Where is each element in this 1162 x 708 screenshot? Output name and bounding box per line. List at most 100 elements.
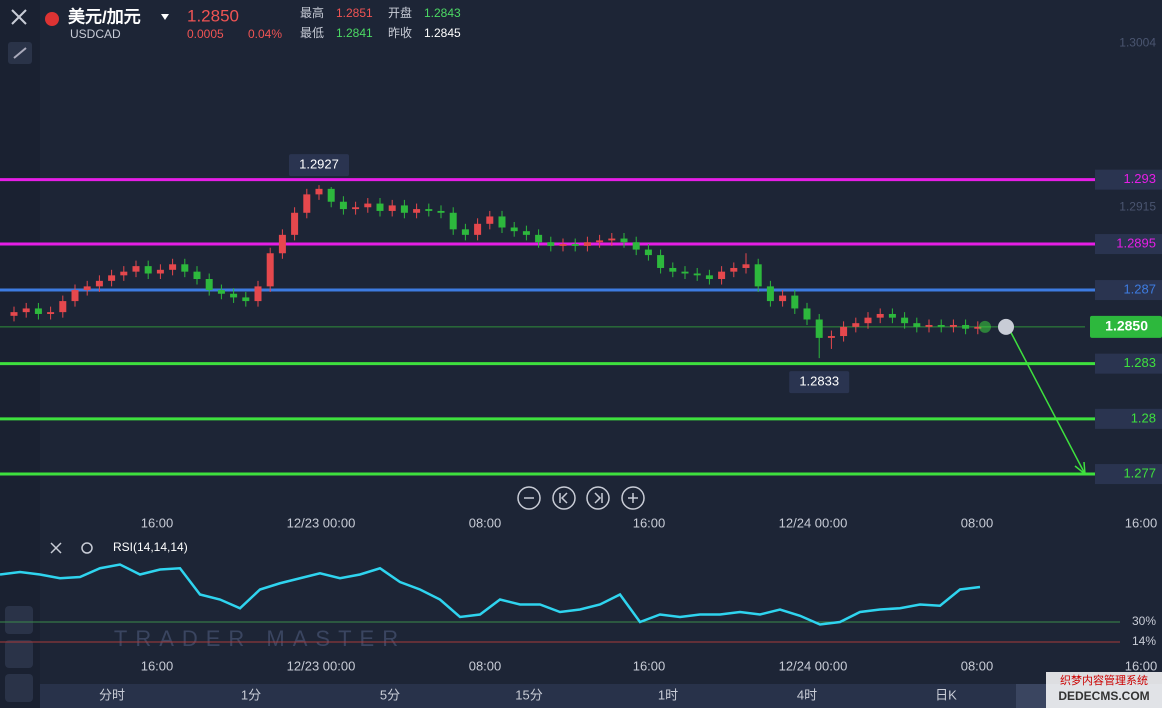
rsi-close[interactable] [50,542,62,554]
candle-body [949,325,957,327]
timeframe-tab[interactable]: 1分 [241,687,261,702]
candle-body [974,326,982,329]
prev[interactable] [552,486,576,510]
candle-body [925,325,933,327]
candle-body [217,290,225,294]
candle-body [156,269,164,274]
candle-body [230,293,238,298]
stat-label: 最低 [300,26,324,40]
x-tick-label: 12/24 00:00 [779,658,848,673]
timeframe-tab[interactable]: 15分 [515,687,542,702]
watermark-brand: TRADER MASTER [114,626,406,651]
candle-body [388,205,396,211]
candle-body [242,297,250,302]
x-tick-label: 08:00 [961,658,994,673]
y-tick-label: 1.3004 [1119,36,1156,50]
zoom-in[interactable] [621,486,645,510]
rsi-label: RSI(14,14,14) [113,540,188,554]
rsi-settings[interactable] [81,542,93,554]
timeframe-tab[interactable]: 分时 [99,687,125,702]
candle-body [803,308,811,320]
collapse-icon [13,47,27,59]
candle-body [888,313,896,318]
change: 0.0005 [187,27,224,41]
x-tick-label: 16:00 [633,515,666,530]
candle-body [962,325,970,329]
candle-body [913,323,921,327]
candle-body [10,312,18,316]
price-annotation-box [289,154,349,177]
symbol[interactable]: 美元/加元 [68,6,141,26]
dropdown-icon[interactable] [161,14,169,20]
x-tick-label: 12/24 00:00 [779,515,848,530]
candle-body [730,267,738,272]
candle-body [669,267,677,272]
candle-body [840,326,848,337]
candle-body [620,238,628,243]
candle-body [632,242,640,250]
candle-body [876,313,884,318]
watermark-site: 织梦内容管理系统 [1060,673,1148,687]
x-tick-label: 08:00 [961,515,994,530]
candle-body [291,212,299,235]
candle-body [864,317,872,324]
timeframe-tab[interactable]: 1时 [658,687,678,702]
x-tick-label: 08:00 [469,658,502,673]
candle-body [571,244,579,246]
candle-body [901,317,909,324]
x-tick-label: 16:00 [633,658,666,673]
x-tick-label: 12/23 00:00 [287,515,356,530]
candle-body [791,295,799,309]
zoom-out[interactable] [517,486,541,510]
candle-body [583,242,591,246]
candle-body [852,323,860,327]
draw-button[interactable] [5,640,33,668]
info-icon[interactable] [998,318,1014,335]
close-button[interactable] [11,9,27,25]
candle-body [425,209,433,211]
level-tag [1095,234,1162,255]
candle-body [108,275,116,281]
candle-body [278,234,286,254]
current-price-label: 1.2850 [1105,318,1148,334]
level-label: 1.283 [1123,355,1156,370]
x-tick-label: 08:00 [469,515,502,530]
candle-body [535,234,543,243]
candle-body [181,264,189,272]
candle-body [498,216,506,228]
rsi-level-label: 14% [1132,634,1156,648]
indicator-button[interactable] [5,674,33,702]
candle-body [718,271,726,280]
timeframe-tab[interactable]: 5分 [380,687,400,702]
stat-label: 昨收 [388,26,412,40]
candle-body [681,271,689,274]
timeframe-tab[interactable]: 4时 [797,687,817,702]
candle-body [339,201,347,210]
level-tag [1095,280,1162,301]
rsi-line [0,563,981,626]
stat-label: 开盘 [388,5,412,20]
candle-body [559,244,567,246]
stat-label: 最高 [300,5,324,20]
symbol-code: USDCAD [70,27,121,41]
current-price-tag [1090,315,1162,338]
flag-icon [45,12,59,26]
tool-button[interactable] [5,606,33,634]
x-tick-label: 12/23 00:00 [287,658,356,673]
candle-body [34,308,42,314]
forecast-arrow [1007,326,1086,476]
candle-body [413,209,421,213]
tab-bar [40,684,1162,708]
candle-body [376,203,384,211]
timeframe-tab[interactable]: 日K [935,687,957,702]
candle-body [59,301,67,313]
watermark-domain: DEDECMS.COM [1058,689,1149,703]
next[interactable] [586,486,610,510]
stat-value: 1.2841 [336,26,373,40]
price: 1.2850 [187,6,239,25]
price-annotation: 1.2833 [799,374,839,389]
candle-body [486,216,494,224]
candle-body [205,279,213,291]
candle-body [547,242,555,246]
